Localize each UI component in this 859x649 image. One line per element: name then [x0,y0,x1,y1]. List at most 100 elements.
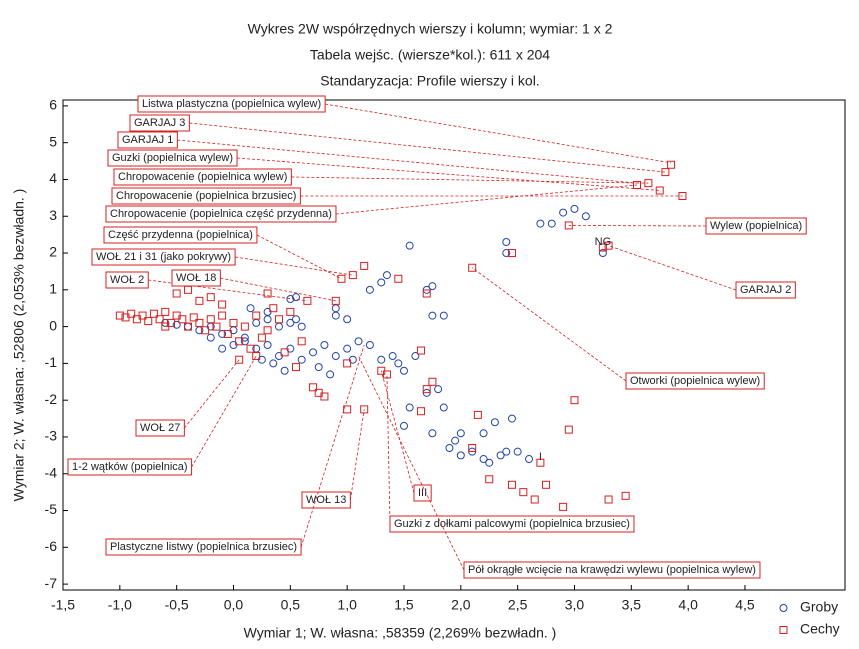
annotation-leader [386,374,391,525]
point [343,315,352,324]
point [189,313,198,322]
point [115,311,124,320]
point [206,315,215,324]
annotation-text: Pół okrągłe wcięcie na krawędzi wylewu (… [468,564,756,576]
point [337,274,346,283]
point [382,370,391,379]
point [326,370,335,379]
annotation-text: Wylew (popielnica) [710,220,802,232]
point [399,421,408,430]
point [570,204,579,213]
y-tick-label: -2 [45,391,58,407]
point [172,320,181,329]
point [206,293,215,302]
y-tick-label: -3 [45,428,58,444]
annotation-leader [358,355,465,571]
point [536,219,545,228]
y-tick-label: -1 [45,354,58,370]
point [218,329,227,338]
annotation-leader [220,277,336,302]
point [246,304,255,313]
point [604,241,613,250]
annotation-text: WOŁ 2 [110,274,144,286]
point [434,385,443,394]
point [422,289,431,298]
annotation-text: Otworki (popielnica wylew) [630,375,760,387]
annotation-leader [189,122,666,173]
chart-subtitle: Tabela wejśc. (wiersze*kol.): 611 x 204 [310,47,550,63]
y-tick-label: 5 [49,133,57,149]
x-tick-label: 0,0 [224,597,244,613]
point [161,322,170,331]
annotation-leader [235,256,353,276]
point [184,285,193,294]
annotation-text: 1-2 wątków (popielnica) [72,461,188,473]
annotation-text: GARJAJ 1 [122,134,173,146]
y-tick-label: 6 [49,97,57,113]
point [252,318,261,327]
point [343,405,352,414]
annotation-text: III [418,487,427,499]
point [581,212,590,221]
x-tick-label: 2,5 [508,597,528,613]
point [172,289,181,298]
point [428,282,437,291]
point [303,296,312,305]
point [274,322,283,331]
annotation-leader [380,370,415,494]
point [331,304,340,313]
point [519,488,528,497]
point [144,317,153,326]
x-tick-label: -0,5 [165,597,189,613]
point [309,383,318,392]
point [485,475,494,484]
x-tick-label: 3,5 [622,597,642,613]
point [451,436,460,445]
x-tick-label: -1,0 [108,597,132,613]
legend-label: Groby [800,599,838,615]
point [223,329,232,338]
point [496,451,505,460]
annotation-leader [191,355,257,468]
point [598,243,607,252]
point [479,455,488,464]
y-tick-label: 1 [49,281,57,297]
point [365,341,374,349]
point [149,309,158,318]
point [473,410,482,419]
x-tick-label: 1,5 [394,597,414,613]
point [178,315,187,324]
point [155,315,164,324]
point [468,263,477,272]
point [297,322,306,331]
point [235,337,244,346]
point [280,366,289,375]
annotation-text: Listwa plastyczna (popielnica wylew) [142,98,321,110]
annotation-leader [291,176,649,184]
annotation-leader [568,225,707,227]
point [360,405,369,414]
point [394,359,403,368]
point [297,355,306,364]
annotation-leader [300,344,365,548]
y-tick-label: -4 [45,464,58,480]
point [678,192,687,201]
point [399,366,408,375]
x-tick-label: 4,5 [735,597,755,613]
point [513,447,522,456]
point [331,296,340,305]
annotation-leader [184,359,240,429]
annotation-text: Guzki z dołkami palcowymi (popielnica br… [394,518,630,530]
annotation-text: Chropowacenie (popielnica brzusiec) [116,190,296,202]
point [604,495,613,504]
chart-title: Wykres 2W współrzędnych wierszy i kolumn… [248,21,613,37]
point [184,322,193,331]
point [263,315,272,324]
annotation-leader [256,234,342,280]
point [394,274,403,283]
point [485,458,494,467]
point [490,418,499,427]
point [331,352,340,361]
plot-frame [62,99,846,591]
point [405,403,414,412]
